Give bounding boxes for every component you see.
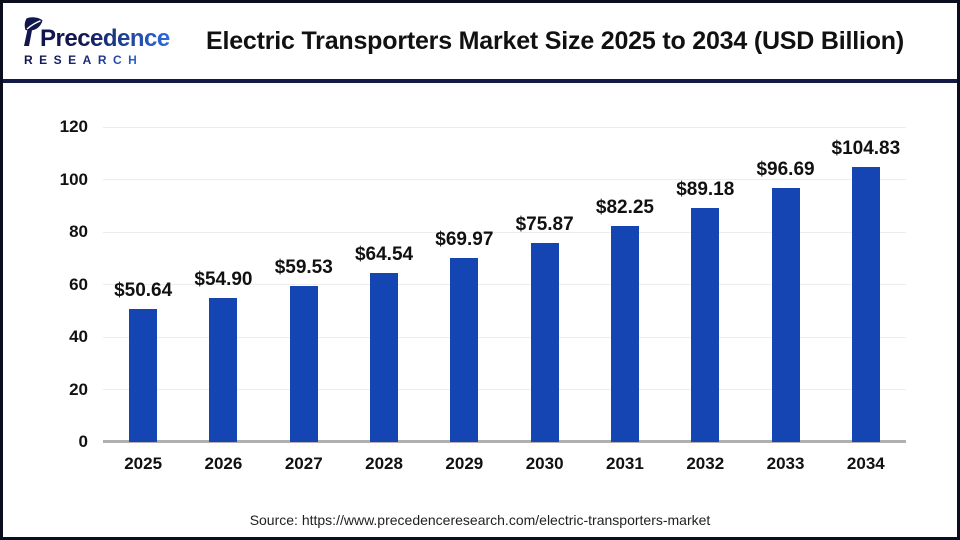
bar-2030 bbox=[530, 242, 559, 442]
bar-value-label-2025: $50.64 bbox=[114, 280, 173, 302]
ytick-100: 100 bbox=[59, 169, 88, 189]
xtick-2028: 2028 bbox=[365, 454, 403, 473]
gridline-80 bbox=[103, 231, 906, 233]
gridline-60 bbox=[103, 284, 906, 285]
brand-logo: Precedence RESEARCH bbox=[21, 16, 171, 67]
bar-value-label-2031: $82.25 bbox=[595, 197, 654, 219]
xtick-2032: 2032 bbox=[686, 454, 725, 473]
bar-2025 bbox=[129, 309, 158, 442]
x-axis-line bbox=[103, 440, 906, 443]
ytick-60: 60 bbox=[69, 274, 88, 294]
bar-2027 bbox=[289, 285, 318, 442]
xtick-2027: 2027 bbox=[284, 454, 323, 473]
xtick-2033: 2033 bbox=[766, 454, 805, 473]
bar-value-label-2028: $64.54 bbox=[354, 243, 414, 265]
bar-value-label-2034: $104.83 bbox=[831, 137, 901, 159]
bar-chart: $50.64 $54.90 $59.53 $64.54 $69.97 $75.87 $82.… bbox=[3, 83, 957, 537]
xtick-2034: 2034 bbox=[846, 454, 885, 473]
bar-2031 bbox=[610, 226, 639, 442]
bar-value-label-2026: $54.90 bbox=[194, 268, 253, 290]
xtick-2031: 2031 bbox=[606, 454, 644, 473]
brand-name: Precedence bbox=[40, 24, 170, 52]
bar-value-label-2033: $96.69 bbox=[756, 159, 815, 181]
header-divider bbox=[3, 79, 957, 83]
bar-2032 bbox=[691, 207, 720, 442]
gridline-100 bbox=[103, 179, 906, 180]
ytick-0: 0 bbox=[78, 432, 88, 451]
bar-2033 bbox=[771, 188, 800, 442]
xtick-2026: 2026 bbox=[204, 454, 243, 473]
bar-2028 bbox=[370, 272, 399, 442]
gridline-40 bbox=[103, 336, 906, 338]
bar-2029 bbox=[450, 258, 479, 442]
bar-value-label-2032: $89.18 bbox=[676, 178, 735, 200]
bar-2034 bbox=[851, 166, 880, 442]
ytick-40: 40 bbox=[69, 327, 88, 346]
ytick-120: 120 bbox=[59, 117, 88, 136]
ytick-20: 20 bbox=[69, 379, 88, 399]
brand-subtitle: RESEARCH bbox=[24, 52, 144, 67]
gridline-20 bbox=[103, 389, 906, 390]
plot-area: $50.64 $54.90 $59.53 $64.54 $69.97 $75.87 $82.… bbox=[103, 126, 906, 443]
bar-2026 bbox=[209, 297, 238, 442]
bar-value-label-2027: $59.53 bbox=[274, 256, 333, 278]
source-text: Source: https://www.precedenceresearch.c… bbox=[249, 512, 711, 528]
page-title: Electric Transporters Market Size 2025 t… bbox=[206, 26, 904, 55]
ytick-80: 80 bbox=[69, 222, 88, 241]
bar-value-label-2029: $69.97 bbox=[435, 229, 494, 251]
bar-value-label-2030: $75.87 bbox=[515, 213, 574, 235]
xtick-2025: 2025 bbox=[124, 454, 163, 473]
xtick-2029: 2029 bbox=[445, 454, 484, 473]
gridline-120 bbox=[103, 126, 906, 128]
header: Precedence RESEARCH Electric Transporter… bbox=[3, 3, 957, 79]
xtick-2030: 2030 bbox=[525, 454, 564, 473]
brand-logo-top: Precedence bbox=[21, 16, 170, 52]
leaf-p-icon bbox=[21, 16, 43, 51]
